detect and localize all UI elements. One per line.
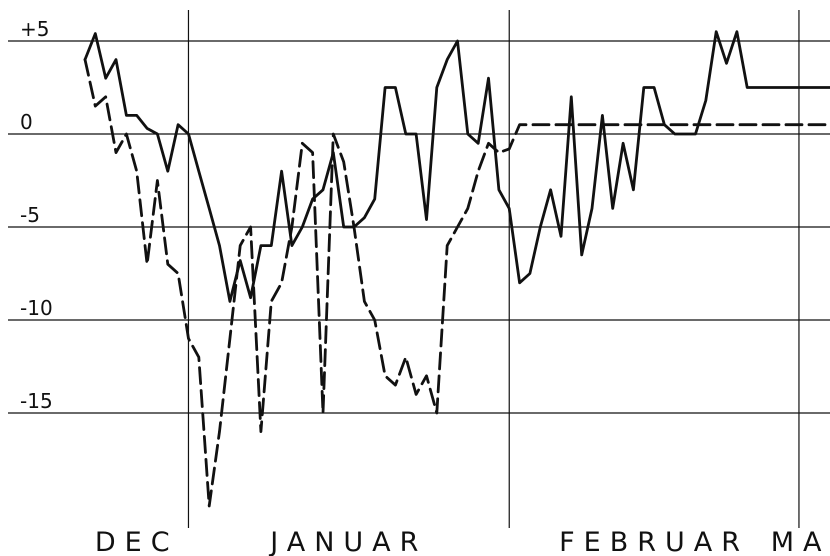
month-label: JANUAR — [268, 527, 427, 556]
month-label: MAR — [771, 527, 830, 556]
y-tick-label: +5 — [20, 17, 49, 41]
y-tick-label: -15 — [20, 389, 53, 413]
y-tick-label: -5 — [20, 203, 40, 227]
y-axis-tick-labels: +5 0 -5 -10 -15 — [20, 17, 53, 413]
series-line-dashed — [83, 58, 830, 508]
month-label: FEBRUAR — [559, 527, 749, 556]
y-tick-label: -10 — [20, 296, 53, 320]
series-line-solid — [83, 30, 830, 303]
series-lines — [83, 30, 830, 508]
month-label: DEC — [95, 527, 179, 556]
month-labels: DEC JANUAR FEBRUAR MAR — [95, 527, 830, 556]
grid — [8, 10, 830, 528]
y-tick-label: 0 — [20, 110, 33, 134]
